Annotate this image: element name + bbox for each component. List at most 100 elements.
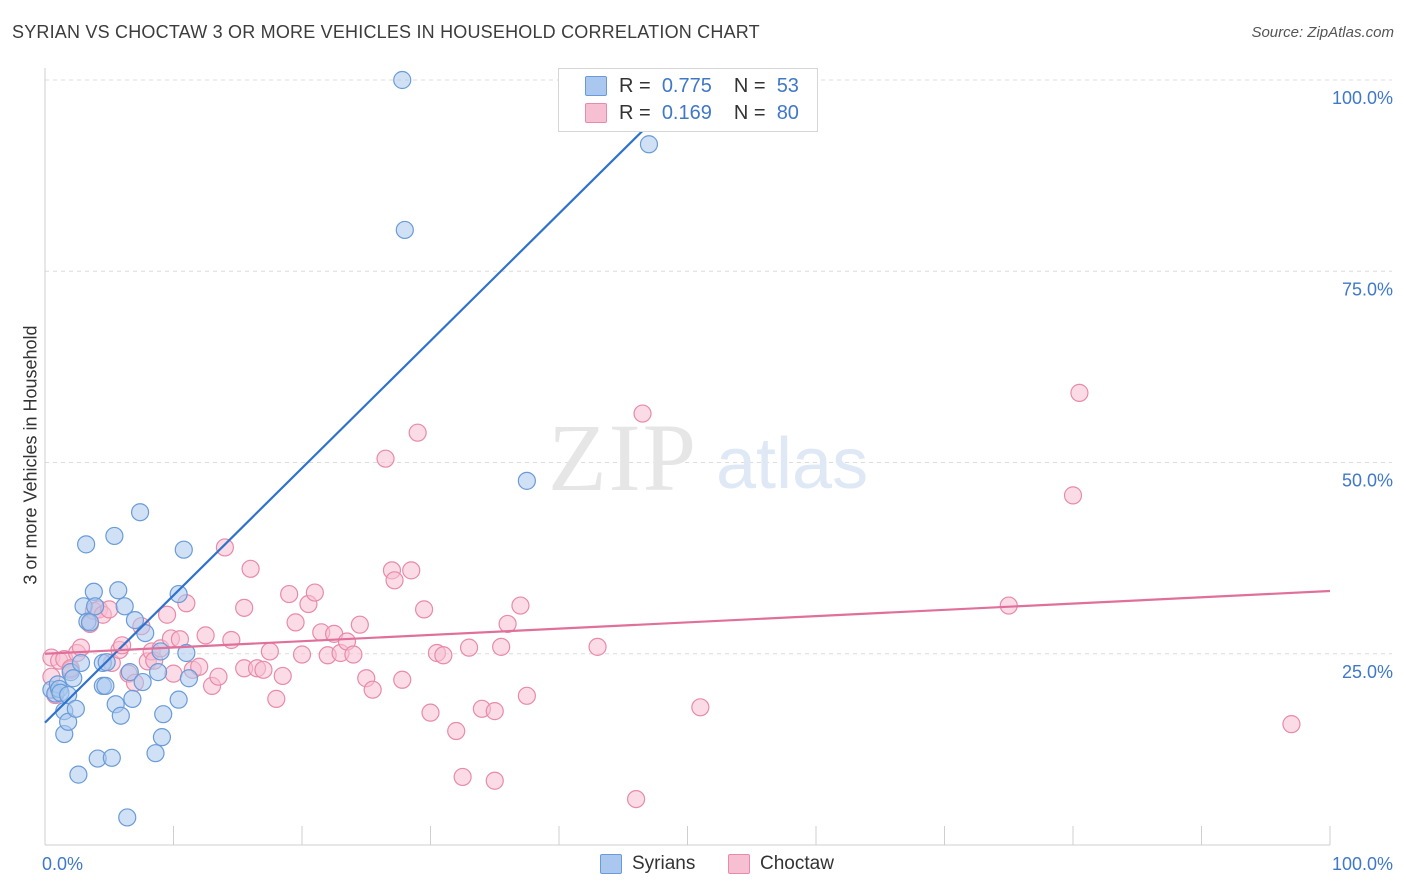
point-syrians-30 (115, 597, 134, 616)
watermark-zip: ZIP (548, 404, 698, 511)
point-syrians-25 (102, 748, 121, 767)
legend-n-choctaw: 80 (776, 101, 799, 124)
point-choctaw-31 (196, 626, 215, 645)
point-choctaw-65 (421, 703, 440, 722)
point-choctaw-45 (286, 613, 305, 632)
legend-r-label-syrians: R = (619, 74, 651, 97)
point-syrians-45 (174, 540, 193, 559)
point-choctaw-80 (633, 404, 652, 423)
trend-line-syrians (44, 79, 695, 724)
point-choctaw-62 (402, 561, 421, 580)
point-choctaw-85 (1282, 715, 1301, 734)
point-syrians-32 (120, 663, 139, 682)
point-choctaw-46 (292, 645, 312, 664)
point-choctaw-24 (157, 605, 177, 624)
point-syrians-49 (395, 220, 414, 240)
point-syrians-48 (393, 70, 412, 90)
watermark-atlas: atlas (716, 424, 868, 504)
point-choctaw-75 (498, 614, 517, 634)
point-choctaw-38 (241, 559, 260, 578)
points-layer (42, 70, 1301, 827)
y-tick-label-100: 100.0% (1332, 88, 1393, 108)
bottom-legend-swatch-choctaw (728, 854, 750, 874)
bottom-legend-label-syrians: Syrians (632, 853, 696, 874)
point-syrians-19 (86, 597, 105, 616)
legend-r-label-choctaw: R = (619, 101, 651, 124)
watermark: ZIP atlas (548, 404, 868, 511)
correlation-legend: R = 0.775 N = 53 R = 0.169 N = 80 (558, 68, 818, 132)
point-syrians-50 (517, 471, 536, 490)
point-choctaw-41 (260, 642, 279, 661)
legend-row-choctaw: R = 0.169 N = 80 (585, 101, 799, 125)
y-tick-label-50: 50.0% (1342, 471, 1393, 491)
point-syrians-39 (148, 663, 168, 682)
label-layer: 25.0% 50.0% 75.0% 100.0% 0.0% 100.0% (42, 88, 1393, 874)
point-choctaw-67 (434, 646, 453, 665)
point-syrians-47 (179, 669, 199, 688)
bottom-legend-choctaw: Choctaw (728, 852, 834, 876)
legend-r-syrians: 0.775 (661, 74, 712, 97)
legend-row-syrians: R = 0.775 N = 53 (585, 74, 799, 98)
axis-layer (44, 68, 1331, 846)
point-choctaw-26 (164, 664, 183, 683)
point-choctaw-68 (447, 721, 466, 741)
point-choctaw-70 (459, 638, 479, 657)
point-syrians-31 (118, 808, 137, 827)
bottom-legend-syrians: Syrians (600, 852, 695, 876)
point-choctaw-69 (453, 767, 472, 787)
y-tick-label-75: 75.0% (1342, 279, 1393, 299)
point-choctaw-73 (485, 702, 504, 721)
point-choctaw-30 (190, 657, 209, 676)
bottom-legend-swatch-syrians (600, 854, 622, 874)
point-choctaw-76 (511, 596, 530, 615)
point-choctaw-58 (376, 449, 395, 468)
point-choctaw-34 (215, 538, 234, 557)
point-choctaw-42 (267, 689, 286, 708)
point-choctaw-72 (485, 771, 504, 790)
point-choctaw-81 (691, 698, 710, 717)
point-syrians-15 (77, 535, 96, 554)
legend-r-choctaw: 0.169 (661, 101, 712, 124)
point-syrians-35 (130, 503, 150, 522)
legend-swatch-choctaw (585, 103, 607, 123)
point-choctaw-55 (350, 615, 369, 634)
point-choctaw-40 (254, 660, 273, 679)
point-choctaw-61 (393, 670, 412, 689)
point-choctaw-43 (273, 666, 292, 686)
point-choctaw-64 (414, 600, 434, 619)
point-choctaw-74 (492, 637, 511, 656)
point-syrians-12 (69, 765, 88, 784)
point-syrians-28 (109, 581, 128, 600)
x-tick-label-100: 100.0% (1332, 854, 1393, 874)
point-syrians-23 (96, 676, 115, 695)
trend-line-choctaw (44, 589, 1331, 655)
point-choctaw-63 (408, 423, 427, 442)
x-tick-label-0: 0.0% (42, 854, 83, 874)
point-syrians-29 (111, 706, 130, 725)
chart-title: SYRIAN VS CHOCTAW 3 OR MORE VEHICLES IN … (12, 22, 760, 42)
point-choctaw-37 (235, 598, 254, 617)
point-choctaw-77 (517, 686, 536, 705)
point-choctaw-79 (626, 789, 646, 809)
point-syrians-40 (151, 642, 170, 661)
point-syrians-7 (59, 685, 78, 705)
point-syrians-26 (105, 526, 124, 546)
point-syrians-17 (80, 613, 100, 632)
chart-source: Source: ZipAtlas.com (1251, 24, 1394, 41)
point-choctaw-8 (71, 638, 91, 657)
legend-n-label-choctaw: N = (733, 101, 766, 124)
point-syrians-10 (64, 669, 83, 688)
legend-n-label-syrians: N = (733, 74, 766, 97)
point-syrians-42 (154, 705, 173, 724)
point-choctaw-44 (280, 584, 299, 604)
point-syrians-13 (71, 653, 91, 673)
point-choctaw-57 (363, 680, 382, 699)
legend-n-syrians: 53 (776, 74, 799, 97)
point-syrians-41 (152, 728, 172, 747)
point-choctaw-60 (385, 571, 404, 590)
point-syrians-38 (146, 744, 165, 763)
point-choctaw-78 (588, 637, 607, 656)
point-syrians-36 (133, 672, 152, 692)
point-choctaw-83 (1063, 486, 1083, 505)
